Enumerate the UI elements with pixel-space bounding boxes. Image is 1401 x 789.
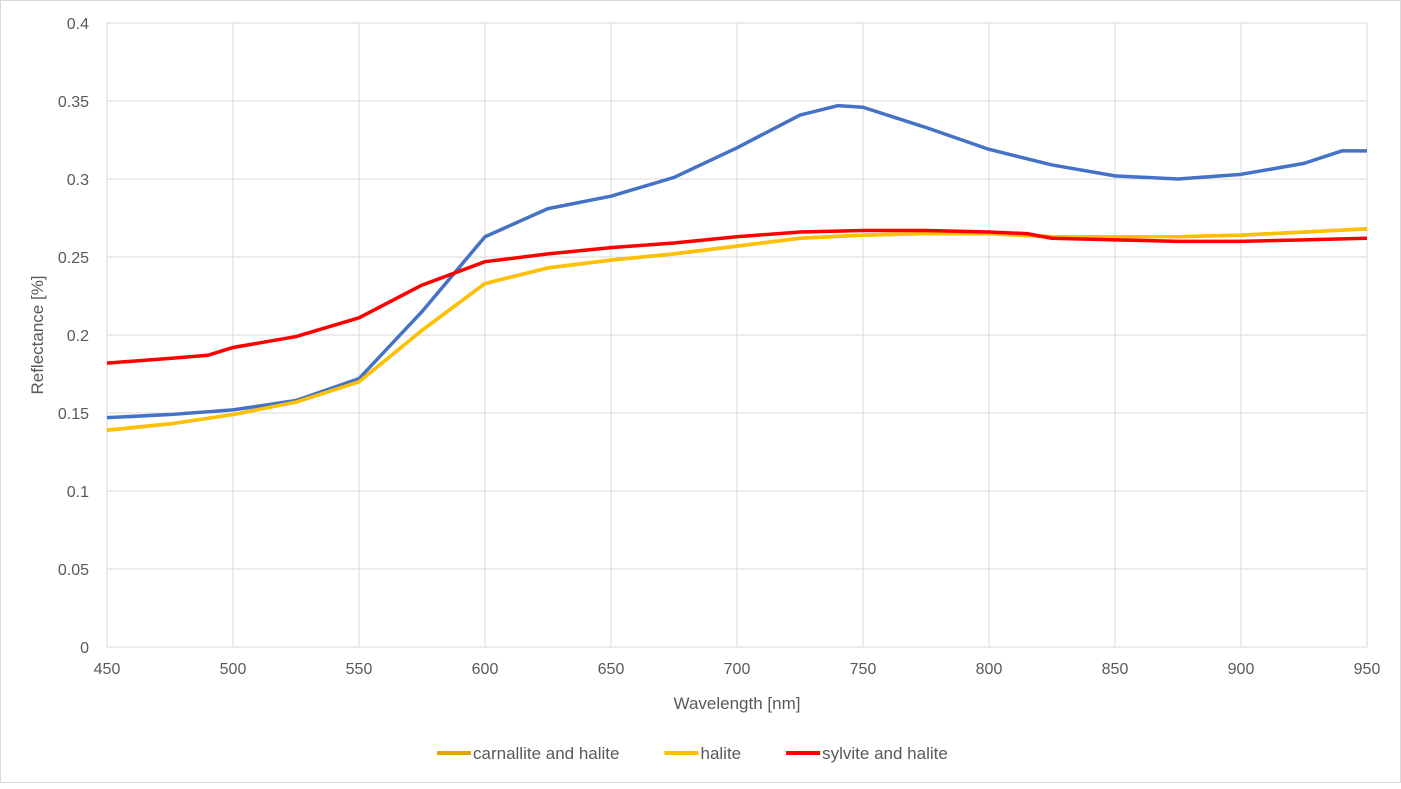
x-tick-label: 600 (472, 661, 499, 678)
series-line-unlabeled (106, 103, 1367, 420)
y-tick-label: 0.25 (58, 250, 89, 267)
legend-item: halite (664, 744, 741, 763)
x-tick-label: 850 (1102, 661, 1129, 678)
x-tick-label: 550 (346, 661, 373, 678)
y-tick-label: 0.3 (67, 172, 89, 189)
legend-label: carnallite and halite (473, 744, 619, 763)
legend-item: carnallite and halite (437, 744, 619, 763)
y-tick-label: 0.2 (67, 328, 89, 345)
x-axis-label: Wavelength [nm] (674, 694, 801, 713)
x-tick-label: 500 (220, 661, 247, 678)
legend-label: sylvite and halite (822, 744, 948, 763)
x-tick-label: 900 (1228, 661, 1255, 678)
x-tick-label: 450 (94, 661, 121, 678)
y-tick-label: 0.1 (67, 484, 89, 501)
x-tick-label: 750 (850, 661, 877, 678)
x-tick-label: 950 (1354, 661, 1381, 678)
y-tick-label: 0.4 (67, 16, 89, 33)
x-tick-label: 650 (598, 661, 625, 678)
y-axis-label: Reflectance [%] (28, 275, 47, 394)
y-tick-label: 0.35 (58, 94, 89, 111)
legend-label: halite (700, 744, 741, 763)
series-line-sylvite-and-halite (106, 228, 1368, 365)
y-tick-label: 0.15 (58, 406, 89, 423)
y-tick-label: 0 (80, 640, 89, 657)
series-line-halite (106, 227, 1368, 432)
y-tick-label: 0.05 (58, 562, 89, 579)
x-tick-label: 800 (976, 661, 1003, 678)
x-tick-label: 700 (724, 661, 751, 678)
legend-item: sylvite and halite (786, 744, 948, 763)
